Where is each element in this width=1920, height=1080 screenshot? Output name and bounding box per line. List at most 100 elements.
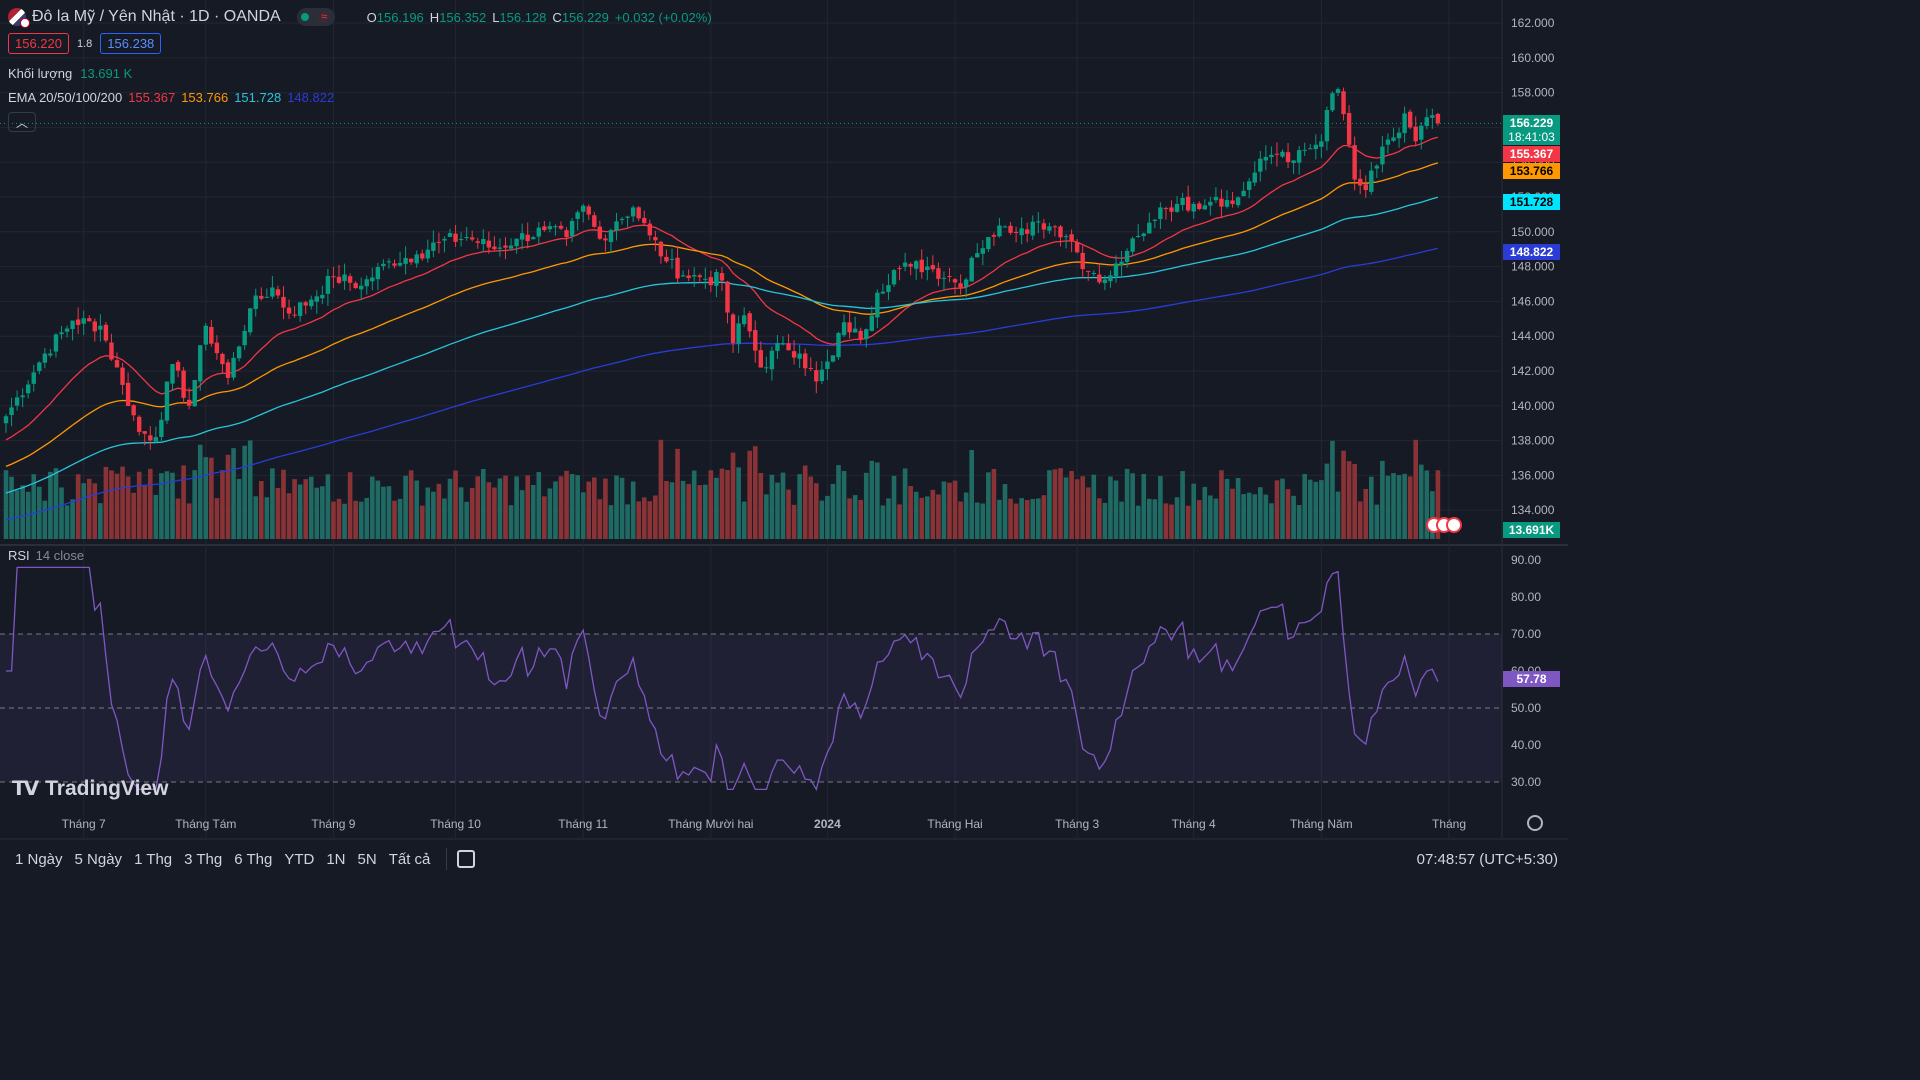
volume-bar [708,470,714,539]
volume-bar [925,496,930,539]
volume-bar [736,467,741,539]
price-tick-label: 136.000 [1511,468,1555,482]
volume-bar [297,484,303,539]
range-1m-button[interactable]: 1 Thg [134,850,173,868]
candle-body [858,330,863,340]
volume-bar [1313,481,1319,539]
volume-bar [786,489,791,539]
volume-bar [1296,505,1302,539]
calendar-range-icon[interactable] [457,850,476,868]
candle-body [714,271,719,286]
time-tick-label: Tháng Hai [927,817,982,831]
candle-body [420,253,425,259]
range-5d-button[interactable]: 5 Ngày [74,850,123,868]
volume-bar [1052,469,1058,539]
candle-body [569,220,575,237]
volume-bar [75,474,81,539]
volume-bar [586,481,592,539]
candle-body [1019,228,1024,236]
volume-bar [414,480,419,539]
candle-body [775,343,780,351]
candle-body [508,245,514,249]
range-1d-button[interactable]: 1 Ngày [15,850,63,868]
volume-bar [641,497,647,539]
candle-body [614,221,619,231]
candle-body [1308,148,1313,150]
volume-bar [1274,480,1280,539]
candle-body [1296,150,1302,163]
range-3m-button[interactable]: 3 Thg [184,850,223,868]
range-1y-button[interactable]: 1N [326,850,346,868]
candle-body [1108,275,1113,282]
market-status-toggle[interactable]: ≈ [296,8,335,26]
volume-bar [908,486,913,539]
candle-body [1363,184,1368,191]
candle-body [1147,222,1152,234]
candle-body [852,328,858,333]
candle-body [453,233,458,242]
ema20-value: 155.367 [128,90,176,105]
volume-bar [469,487,475,539]
collapse-legend-button[interactable]: ︿ [8,112,36,132]
volume-bar [242,445,247,539]
candle-body [342,274,347,282]
candle-body [1058,226,1063,238]
range-5y-button[interactable]: 5N [357,850,377,868]
range-all-button[interactable]: Tất cả [388,850,431,868]
clock[interactable]: 07:48:57 (UTC+5:30) [1416,851,1558,868]
volume-bar [1047,470,1052,539]
volume-bar [503,475,508,539]
candle-body [675,257,680,279]
volume-bar [608,505,614,539]
event-flags[interactable] [1426,517,1462,533]
buy-button[interactable]: 156.238 [100,33,162,54]
event-flag-icon[interactable] [1446,517,1462,533]
range-6m-button[interactable]: 6 Thg [234,850,273,868]
volume-bar [358,501,364,539]
volume-legend[interactable]: Khối lượng 13.691 K [8,66,132,81]
candle-body [1202,205,1207,210]
chart-canvas[interactable]: 162.000160.000158.000156.000154.000152.0… [0,0,1568,882]
candle-body [70,320,75,330]
tradingview-logo[interactable]: 𝗧𝗩 TradingView [12,776,168,801]
candle-body [214,342,220,354]
rsi-legend[interactable]: RSI 14 close [8,548,84,563]
volume-bar [530,485,536,539]
volume-bar [869,460,875,539]
volume-bar [558,476,564,539]
ema-legend[interactable]: EMA 20/50/100/200 155.367 153.766 151.72… [8,90,334,105]
range-ytd-button[interactable]: YTD [284,850,315,868]
volume-bar [1396,475,1402,539]
candle-body [1036,221,1041,223]
candle-body [864,329,869,340]
symbol-title[interactable]: Đô la Mỹ / Yên Nhật · 1D · OANDA [32,8,281,25]
volume-bar [891,475,897,539]
volume-bar [375,480,381,539]
volume-bar [153,494,159,539]
settings-gear-icon[interactable] [1527,815,1543,831]
candle-body [780,343,786,345]
volume-bar [1158,476,1163,539]
ema100-value: 151.728 [234,90,282,105]
volume-bar [808,476,814,539]
candle-body [719,273,725,281]
volume-bar [1291,495,1296,539]
volume-bar [70,499,75,539]
candle-body [647,223,652,236]
candle-body [581,205,586,212]
candle-body [925,266,930,270]
volume-bar [164,471,170,539]
volume-bar [1102,502,1108,539]
volume-bar [1163,503,1169,539]
candle-body [697,275,702,278]
volume-bar [320,486,325,539]
volume-bar [802,465,808,539]
candle-body [120,367,125,385]
candle-body [869,315,874,331]
volume-bar [875,462,880,539]
candle-body [364,279,369,287]
volume-bar [53,468,59,539]
sell-button[interactable]: 156.220 [8,33,69,54]
volume-bar [542,496,547,539]
candle-body [1385,139,1391,145]
